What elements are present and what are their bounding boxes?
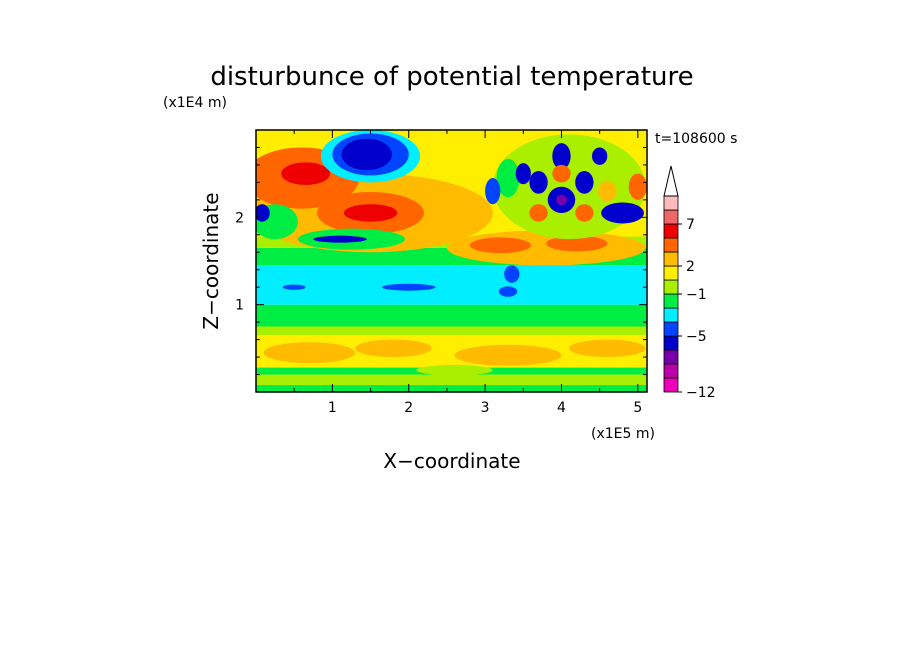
chart-title: disturbunce of potential temperature	[210, 62, 693, 92]
contour-feature-25	[529, 171, 548, 194]
colorbar-swatch-4	[663, 321, 679, 337]
contour-feature-14	[313, 235, 367, 243]
contour-feature-16	[256, 204, 270, 222]
contour-feature-38	[382, 283, 436, 291]
contour-feature-1	[355, 339, 432, 358]
x-unit-label: (x1E5 m)	[591, 426, 655, 442]
contour-feature-19	[546, 235, 608, 252]
contour-feature-18	[469, 237, 531, 254]
contour-feature-36	[504, 265, 520, 283]
contour-feature-24	[552, 143, 571, 170]
colorbar-swatch-5	[663, 307, 679, 323]
contour-feature-7	[281, 162, 331, 186]
contour-feature-31	[529, 204, 548, 222]
y-tick-label: 1	[235, 298, 244, 314]
x-axis-label: X−coordinate	[383, 449, 520, 473]
contour-feature-29	[601, 202, 644, 224]
x-tick-label: 1	[328, 400, 337, 416]
y-axis-label: Z−coordinate	[199, 192, 223, 329]
colorbar-label: −5	[686, 329, 707, 345]
contour-feature-12	[341, 138, 392, 171]
x-tick-label: 2	[404, 400, 413, 416]
colorbar-swatch-8	[663, 265, 679, 281]
colorbar-swatch-1	[663, 363, 679, 379]
colorbar-swatch-3	[663, 335, 679, 351]
contour-feature-30	[592, 147, 608, 165]
colorbar-swatch-7	[663, 279, 679, 295]
contour-feature-28	[556, 194, 567, 206]
x-tick-label: 5	[633, 400, 642, 416]
contour-feature-22	[485, 178, 501, 205]
colorbar-extend-arrow	[663, 165, 679, 197]
x-tick-label: 3	[481, 400, 490, 416]
colorbar-swatch-11	[663, 223, 679, 239]
y-unit-label: (x1E4 m)	[163, 95, 227, 111]
y-tick-label: 2	[235, 210, 244, 226]
plot-frame	[255, 129, 648, 393]
contour-band-0	[256, 385, 647, 392]
contour-band-5	[256, 304, 647, 327]
colorbar-label: 2	[686, 259, 695, 275]
contour-feature-21	[496, 158, 520, 198]
colorbar-swatch-12	[663, 209, 679, 225]
colorbar-swatch-0	[663, 377, 679, 393]
colorbar-swatch-9	[663, 251, 679, 267]
contour-feature-39	[282, 284, 306, 290]
colorbar-label: 7	[686, 217, 695, 233]
contour-feature-35	[628, 173, 647, 200]
contour-band-6	[256, 265, 647, 305]
contour-feature-0	[263, 342, 356, 364]
contour-feature-3	[569, 339, 646, 358]
contour-feature-9	[343, 204, 398, 222]
contour-feature-2	[454, 344, 562, 366]
contour-feature-34	[598, 180, 617, 202]
colorbar-label: −12	[686, 385, 716, 401]
contour-feature-23	[515, 163, 531, 185]
x-axis: 1 2 3 4 5	[293, 130, 642, 416]
colorbar-swatch-6	[663, 293, 679, 309]
contour-feature-32	[575, 204, 594, 222]
colorbar: −12−5−127	[663, 165, 716, 401]
colorbar-swatch-2	[663, 349, 679, 365]
contour-feature-4	[416, 364, 493, 376]
contour-band-4	[256, 326, 647, 336]
contour-fill	[256, 130, 647, 392]
y-axis: 12	[235, 146, 647, 376]
colorbar-swatch-13	[663, 195, 679, 211]
contour-feature-26	[575, 171, 594, 194]
colorbar-swatch-10	[663, 237, 679, 253]
contour-band-1	[256, 374, 647, 386]
contour-feature-37	[498, 286, 518, 297]
colorbar-label: −1	[686, 287, 707, 303]
x-tick-label: 4	[557, 400, 566, 416]
contour-feature-33	[552, 164, 571, 183]
time-label: t=108600 s	[655, 131, 737, 147]
